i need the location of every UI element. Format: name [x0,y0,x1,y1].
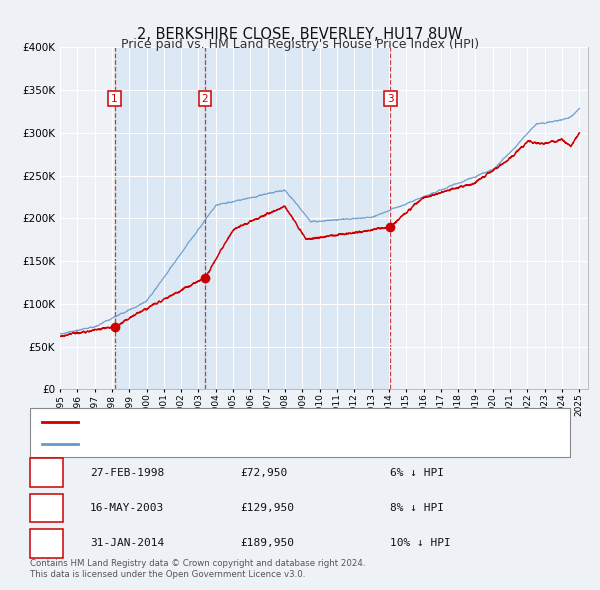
Text: 1: 1 [43,468,50,477]
Text: 6% ↓ HPI: 6% ↓ HPI [390,468,444,477]
Text: 2, BERKSHIRE CLOSE, BEVERLEY, HU17 8UW: 2, BERKSHIRE CLOSE, BEVERLEY, HU17 8UW [137,27,463,41]
Bar [115,47,205,389]
Text: 27-FEB-1998: 27-FEB-1998 [90,468,164,477]
Text: 16-MAY-2003: 16-MAY-2003 [90,503,164,513]
Text: £189,950: £189,950 [240,539,294,548]
Text: 10% ↓ HPI: 10% ↓ HPI [390,539,451,548]
Text: Contains HM Land Registry data © Crown copyright and database right 2024.
This d: Contains HM Land Registry data © Crown c… [30,559,365,579]
Text: 3: 3 [43,539,50,548]
Text: 31-JAN-2014: 31-JAN-2014 [90,539,164,548]
Text: 1: 1 [111,94,118,103]
Text: Price paid vs. HM Land Registry's House Price Index (HPI): Price paid vs. HM Land Registry's House … [121,38,479,51]
Text: 3: 3 [387,94,394,103]
Text: 2: 2 [202,94,208,103]
Text: 2: 2 [43,503,50,513]
Text: £72,950: £72,950 [240,468,287,477]
Text: 2, BERKSHIRE CLOSE, BEVERLEY, HU17 8UW (detached house): 2, BERKSHIRE CLOSE, BEVERLEY, HU17 8UW (… [87,417,413,427]
Text: HPI: Average price, detached house, East Riding of Yorkshire: HPI: Average price, detached house, East… [87,438,403,448]
Bar [205,47,391,389]
Text: 8% ↓ HPI: 8% ↓ HPI [390,503,444,513]
Text: £129,950: £129,950 [240,503,294,513]
